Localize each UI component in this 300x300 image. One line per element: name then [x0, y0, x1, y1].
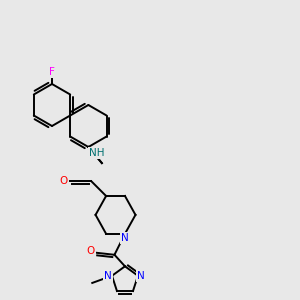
Text: NH: NH: [89, 148, 105, 158]
Text: N: N: [121, 233, 129, 243]
Text: N: N: [104, 271, 112, 281]
Text: O: O: [86, 246, 95, 256]
Text: F: F: [49, 67, 55, 77]
Text: N: N: [137, 271, 145, 281]
Text: O: O: [59, 176, 68, 186]
